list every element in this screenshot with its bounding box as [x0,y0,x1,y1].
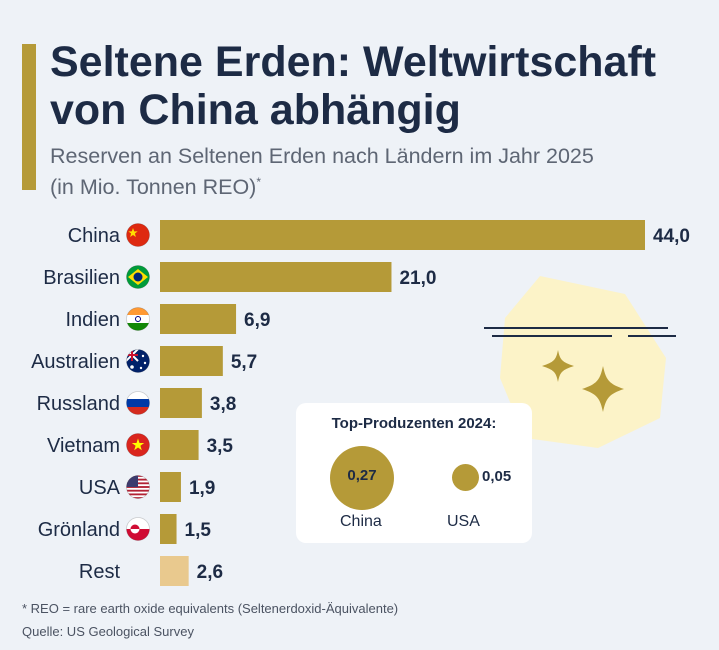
greenland-flag-icon [126,517,150,541]
producer-label-usa: USA [447,513,480,530]
bar-usa [160,472,181,502]
value-label-gr-nland: 1,5 [185,520,212,541]
vietnam-flag-icon [126,433,150,457]
value-label-rest: 2,6 [197,562,223,583]
usa-flag-icon [126,475,150,499]
bar-australien [160,346,223,376]
producer-label-china: China [340,513,382,530]
bar-brasilien [160,262,392,292]
category-label-usa: USA [79,477,121,499]
value-label-brasilien: 21,0 [399,268,436,289]
title-accent-bar [22,44,36,190]
australia-flag-icon [126,349,150,373]
bar-rest [160,556,189,586]
reserves-bar-chart: China 44,0 Brasilien 21,0 Indien 6,9 Australie… [31,220,690,586]
bar-vietnam [160,430,199,460]
producers-title: Top-Produzenten 2024: [331,415,497,432]
value-label-vietnam: 3,5 [207,436,234,457]
top-producers-panel: Top-Produzenten 2024: 0,27 0,05 China US… [296,403,532,543]
bar-gr-nland [160,514,177,544]
subtitle: Reserven an Seltenen Erden nach Ländern … [50,143,710,200]
subtitle-footnote-mark: * [256,175,262,189]
producer-bubble-usa [452,464,479,491]
value-label-indien: 6,9 [244,310,270,331]
footnote: * REO = rare earth oxide equivalents (Se… [22,601,399,616]
value-label-russland: 3,8 [210,394,236,415]
producer-value-china: 0,27 [347,467,377,484]
russia-flag-icon [126,391,150,415]
category-label-rest: Rest [79,561,121,583]
bar-indien [160,304,237,334]
value-label-australien: 5,7 [231,352,257,373]
source-note: Quelle: US Geological Survey [22,624,194,639]
subtitle-unit: (in Mio. Tonnen REO) [50,175,257,200]
category-label-vietnam: Vietnam [47,435,120,457]
category-label-gr-nland: Grönland [38,519,120,541]
value-label-usa: 1,9 [189,478,215,499]
producer-value-usa: 0,05 [482,468,512,485]
category-label-australien: Australien [31,351,120,373]
category-label-indien: Indien [66,309,121,331]
page-title: Seltene Erden: Weltwirtschaft von China … [50,38,657,134]
brazil-flag-icon [126,265,150,289]
bar-russland [160,388,202,418]
bar-china [160,220,645,250]
subtitle-text: Reserven an Seltenen Erden nach Ländern … [50,144,594,168]
category-label-russland: Russland [37,393,120,415]
producer-bubble-china [330,446,394,510]
category-label-china: China [68,225,121,247]
value-label-china: 44,0 [653,226,690,247]
category-label-brasilien: Brasilien [43,267,120,289]
china-flag-icon [126,223,150,247]
india-flag-icon [126,307,150,331]
